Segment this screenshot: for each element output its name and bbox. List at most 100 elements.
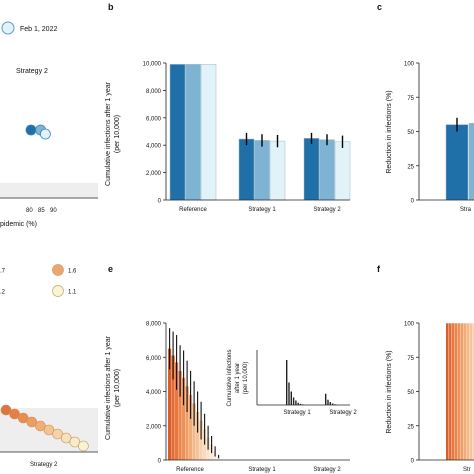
y-axis-label: Reduction in infections (%) [386, 350, 393, 433]
inset-bar [288, 382, 290, 405]
legend-label: .2 [0, 290, 6, 296]
y-ticks: 0 2,000 4,000 6,000 8,000 10,000 [143, 62, 166, 205]
bar [171, 355, 175, 460]
inset-bar [292, 397, 295, 405]
panel-letter: b [108, 2, 114, 12]
y-axis-label: Reduction in infections (%) [386, 90, 393, 173]
legend-marker [1, 21, 15, 35]
panel-letter: c [377, 2, 382, 12]
x-tick-strategy-2: Strategy 2 [313, 467, 341, 473]
legend-date-label: Feb 1, 2022 [20, 26, 57, 33]
x-tick-strategy-2: Strategy 2 [30, 462, 58, 468]
y-tick-label: 6,000 [146, 356, 162, 362]
y-axis-label-units: (per 10,000) [114, 369, 121, 407]
bar [269, 140, 286, 201]
scatter-point [25, 124, 37, 136]
y-axis-label: Cumulative infections after 1 year [105, 335, 112, 440]
y-tick-label: 4,000 [146, 144, 162, 150]
inset-chart: Cumulative infections after 1 year (per … [227, 349, 357, 416]
y-tick-label: 100 [404, 322, 415, 328]
scatter-point [26, 416, 38, 428]
scatter-point [60, 432, 72, 444]
bar [445, 124, 469, 201]
scatter-point [40, 128, 51, 140]
bar [185, 64, 201, 201]
y-tick-label: 0 [158, 459, 162, 465]
inset-y-label-3: (per 10,000) [243, 362, 249, 395]
inset-bar [327, 399, 329, 405]
panel-e: e Cumulative infections after 1 year (pe… [105, 264, 357, 473]
y-tick-label: 75 [407, 96, 414, 102]
bar [178, 370, 182, 460]
bar [470, 323, 473, 460]
x-tick-reference: Reference [179, 207, 207, 213]
inset-bar [295, 400, 297, 405]
scatter-point [9, 408, 20, 420]
bar [199, 420, 203, 460]
bar [449, 323, 452, 460]
legend-marker [52, 285, 64, 297]
inset-bars [286, 360, 338, 405]
x-tick-strategy-2: Strategy 2 [313, 207, 341, 213]
y-ticks: 0 25 50 75 100 [404, 322, 419, 465]
x-tick-strategy-1: Strategy 1 [248, 207, 276, 213]
bar [238, 138, 255, 201]
y-tick-label: 2,000 [146, 171, 162, 177]
panel-a: Feb 1, 2022 Strategy 2 80 85 90 pidemic … [0, 21, 98, 228]
inset-bar [290, 391, 292, 405]
y-tick-label: 50 [407, 130, 414, 136]
bar [458, 323, 461, 460]
y-tick-label: 25 [407, 424, 414, 430]
legend-marker [52, 264, 64, 276]
bars [169, 64, 351, 201]
bars [445, 117, 474, 201]
legend: .7 1.6 .2 1.1 [0, 264, 77, 297]
y-axis-label: Cumulative infections after 1 year [105, 81, 112, 186]
inset-bar [331, 403, 334, 405]
x-tick-85: 85 [38, 208, 45, 214]
bar [200, 64, 217, 201]
inset-bar [297, 402, 299, 405]
strategy-2-label: Strategy 2 [16, 68, 48, 75]
bar [452, 323, 455, 460]
x-tick-90: 90 [50, 208, 57, 214]
panel-f: f Reduction in infections (%) 0 25 50 75 100… [377, 264, 474, 473]
x-tick-fragment: Str [463, 467, 471, 473]
bar [464, 323, 467, 460]
y-tick-label: 0 [411, 199, 415, 205]
panel-d: .7 1.6 .2 1.1 Strategy 2 [0, 264, 98, 468]
bar [182, 377, 186, 460]
bars [168, 328, 221, 460]
panel-letter: e [108, 264, 113, 274]
bar [303, 138, 320, 201]
bar [468, 123, 474, 201]
y-tick-label: 8,000 [146, 322, 162, 328]
panel-c: c Reduction in infections (%) 0 25 50 75 100… [377, 2, 474, 213]
panel-letter: f [377, 264, 381, 274]
bar [185, 386, 189, 460]
y-tick-label: 25 [407, 164, 414, 170]
legend-label: 1.1 [68, 290, 77, 296]
bar [467, 323, 470, 460]
y-tick-label: 0 [158, 199, 162, 205]
bar [168, 348, 172, 460]
panel-b: b Cumulative infections after 1 year (pe… [105, 2, 351, 213]
y-tick-label: 0 [411, 459, 415, 465]
x-tick-strategy-1: Strategy 1 [248, 467, 276, 473]
bar [169, 64, 186, 201]
scatter-point [17, 412, 29, 424]
x-axis-label: pidemic (%) [0, 221, 37, 228]
y-tick-label: 2,000 [146, 424, 162, 430]
x-tick-80: 80 [26, 208, 33, 214]
bar [192, 403, 196, 460]
bar [446, 323, 449, 460]
bar [189, 394, 193, 460]
inset-y-label-2: after 1 year [235, 363, 241, 393]
y-tick-label: 50 [407, 390, 414, 396]
shaded-region [0, 183, 98, 198]
scatter-point [35, 420, 46, 432]
inset-bar [329, 402, 331, 405]
scatter-point [52, 428, 63, 440]
bar [334, 141, 351, 201]
